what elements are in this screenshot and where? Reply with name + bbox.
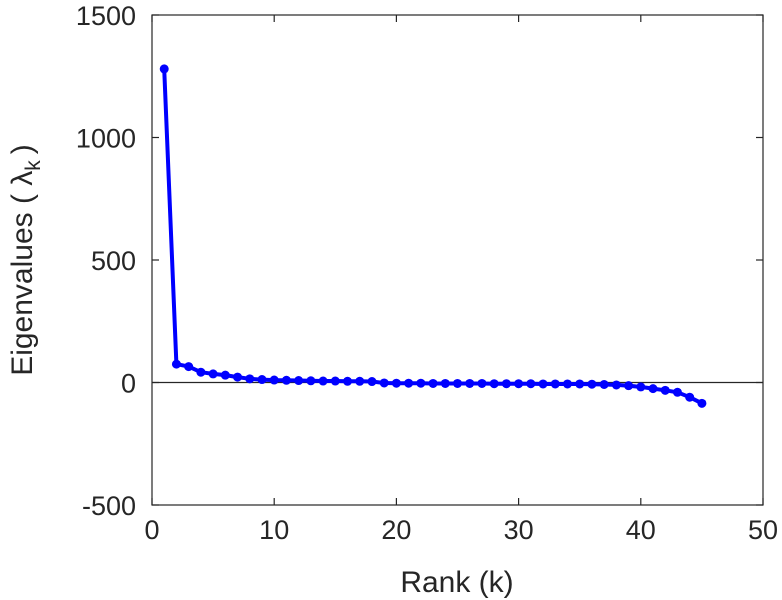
data-point [465, 378, 475, 388]
plot-area [152, 15, 763, 505]
data-point [562, 379, 572, 389]
data-point [220, 370, 230, 380]
data-point [159, 64, 169, 74]
data-point [318, 376, 328, 386]
data-point [697, 398, 707, 408]
y-axis-title-subscript: k [22, 160, 45, 171]
x-tick-label: 20 [381, 515, 411, 545]
data-point [196, 367, 206, 377]
y-axis-title: Eigenvalues ( λk) [6, 144, 45, 376]
data-point [587, 379, 597, 389]
y-tick-label: 1000 [76, 124, 136, 154]
data-point [514, 379, 524, 389]
data-point [306, 376, 316, 386]
x-tick-label: 10 [259, 515, 289, 545]
data-point [355, 376, 365, 386]
data-point [257, 375, 267, 385]
data-point [171, 359, 181, 369]
data-point [636, 382, 646, 392]
data-point [330, 376, 340, 386]
data-point [550, 379, 560, 389]
data-point [281, 375, 291, 385]
y-tick-label: -500 [82, 491, 136, 521]
data-point [660, 385, 670, 395]
data-point [489, 379, 499, 389]
x-tick-label: 40 [626, 515, 656, 545]
data-point [184, 362, 194, 372]
data-point [624, 381, 634, 391]
data-point [538, 379, 548, 389]
data-point [648, 384, 658, 394]
y-tick-label: 500 [91, 246, 136, 276]
data-point [379, 378, 389, 388]
data-point [428, 378, 438, 388]
x-tick-label: 30 [504, 515, 534, 545]
x-axis-title: Rank (k) [400, 566, 513, 599]
data-point [208, 369, 218, 379]
y-axis-title-main: Eigenvalues ( λ [6, 171, 39, 376]
data-point [367, 377, 377, 387]
data-point [672, 387, 682, 397]
data-point [685, 392, 695, 402]
data-point [269, 375, 279, 385]
data-point [599, 379, 609, 389]
data-point [526, 379, 536, 389]
data-point [391, 378, 401, 388]
x-tick-label: 0 [144, 515, 159, 545]
data-point [477, 378, 487, 388]
y-tick-label: 0 [121, 369, 136, 399]
data-point [343, 376, 353, 386]
data-point [611, 380, 621, 390]
data-point [453, 378, 462, 388]
data-point [440, 378, 450, 388]
data-point [233, 372, 243, 382]
data-point [245, 374, 255, 384]
data-point [294, 376, 304, 386]
data-point [575, 379, 585, 389]
y-axis-title-close: ) [6, 144, 39, 154]
data-point [501, 379, 511, 389]
data-point [416, 378, 426, 388]
data-point [404, 378, 414, 388]
y-tick-label: 1500 [76, 1, 136, 31]
x-tick-label: 50 [748, 515, 778, 545]
